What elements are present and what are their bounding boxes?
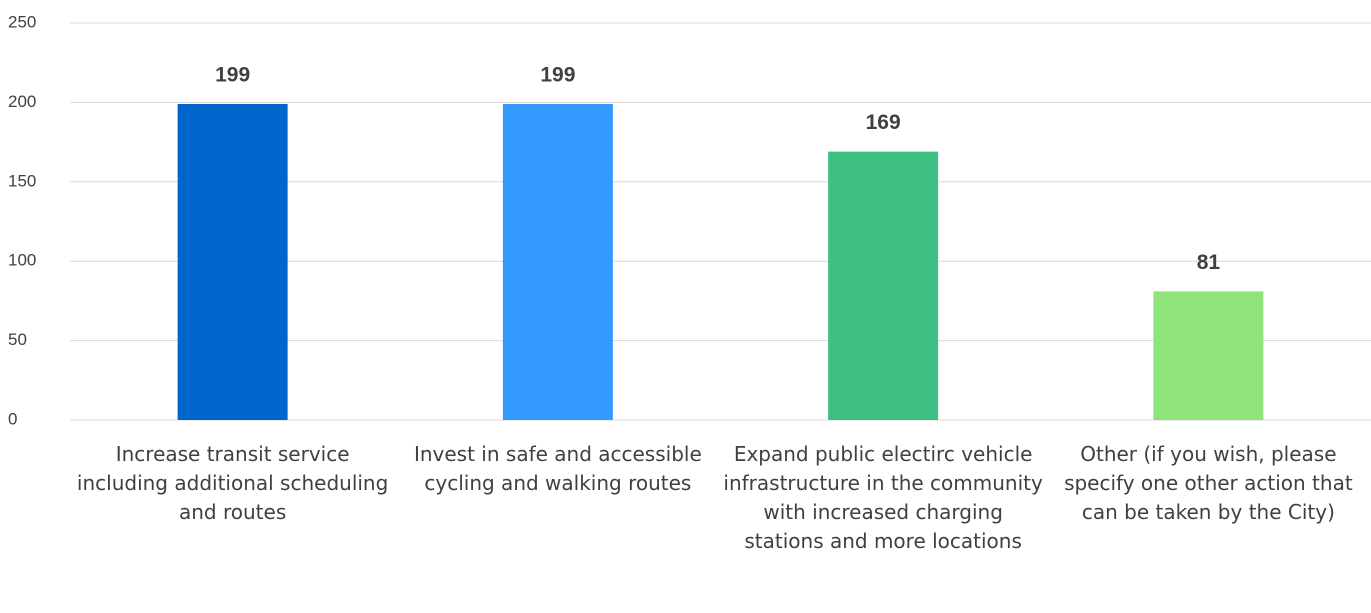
y-tick-label: 200 — [8, 92, 36, 111]
y-tick-label: 150 — [8, 171, 36, 190]
value-label: 199 — [540, 64, 575, 87]
bar — [828, 151, 939, 421]
y-tick-label: 0 — [8, 409, 17, 428]
x-tick-label-box: Invest in safe and accessible cycling an… — [413, 442, 702, 495]
y-tick-label: 50 — [8, 330, 27, 349]
x-tick-label: Other (if you wish, please specify one o… — [1064, 442, 1353, 524]
value-label: 169 — [866, 111, 901, 134]
value-label: 199 — [215, 64, 250, 87]
x-tick-label-box: Other (if you wish, please specify one o… — [1064, 442, 1353, 524]
y-tick-label: 250 — [8, 12, 36, 31]
bar — [502, 103, 613, 420]
bar — [177, 103, 288, 420]
x-tick-label-box: Expand public electirc vehicle infrastru… — [723, 442, 1043, 553]
x-tick-label: Increase transit service including addit… — [76, 442, 389, 524]
x-tick-label-box: Increase transit service including addit… — [76, 442, 389, 524]
x-tick-label: Expand public electirc vehicle infrastru… — [723, 442, 1043, 553]
bar — [1153, 291, 1264, 420]
value-label: 81 — [1197, 251, 1221, 274]
x-tick-label: Invest in safe and accessible cycling an… — [413, 442, 702, 495]
y-tick-label: 100 — [8, 251, 36, 270]
